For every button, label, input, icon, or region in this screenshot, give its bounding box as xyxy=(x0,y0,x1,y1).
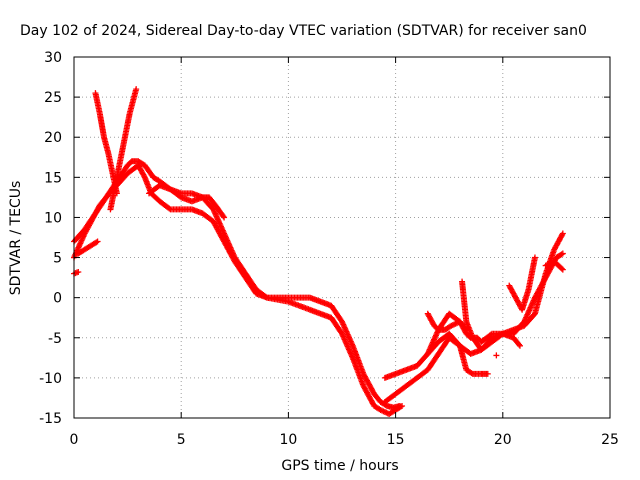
y-axis-label: SDTVAR / TECUs xyxy=(8,181,24,296)
data-point xyxy=(516,342,523,349)
data-point xyxy=(558,251,565,258)
data-point xyxy=(484,370,491,377)
x-tick-label: 15 xyxy=(387,432,405,448)
data-point xyxy=(559,231,566,238)
series-track-5 xyxy=(75,238,101,257)
x-tick-label: 0 xyxy=(70,432,79,448)
data-point xyxy=(399,402,406,409)
data-point xyxy=(166,205,173,212)
data-point xyxy=(468,370,475,377)
y-tick-label: 5 xyxy=(53,251,62,267)
data-point xyxy=(516,341,523,348)
x-tick-label: 25 xyxy=(601,432,619,448)
y-tick-label: -5 xyxy=(48,331,62,347)
data-point xyxy=(221,214,228,221)
data-point xyxy=(75,268,82,275)
grid-lines xyxy=(74,57,610,418)
axis-ticks: 0 5 10 15 20 25 -15 -10 -5 0 5 10 15 20 25 30 xyxy=(39,50,619,448)
y-tick-label: -15 xyxy=(39,411,62,427)
series-track-10 xyxy=(424,330,491,377)
data-point xyxy=(133,86,140,93)
x-tick-label: 5 xyxy=(177,432,186,448)
plot-frame xyxy=(73,56,611,419)
series-track-14 xyxy=(493,352,500,359)
series-track-15 xyxy=(542,258,566,273)
data-point xyxy=(558,265,565,272)
data-points xyxy=(71,86,566,417)
y-tick-label: -10 xyxy=(39,371,62,387)
y-tick-label: 0 xyxy=(53,291,62,307)
series-track-7 xyxy=(107,86,140,213)
data-point xyxy=(559,250,566,257)
x-tick-label: 10 xyxy=(279,432,297,448)
data-point xyxy=(493,352,500,359)
y-tick-label: 10 xyxy=(44,210,62,226)
y-tick-label: 15 xyxy=(44,170,62,186)
data-point xyxy=(531,254,538,261)
chart-title: Day 102 of 2024, Sidereal Day-to-day VTE… xyxy=(20,23,587,39)
data-point xyxy=(559,230,566,237)
y-tick-label: 30 xyxy=(44,50,62,66)
series-track-3 xyxy=(146,182,228,221)
data-point xyxy=(220,213,227,220)
series-track-2 xyxy=(71,162,406,417)
data-point xyxy=(93,239,100,246)
x-tick-label: 20 xyxy=(494,432,512,448)
data-point xyxy=(397,403,404,410)
data-point xyxy=(94,238,101,245)
y-tick-label: 25 xyxy=(44,90,62,106)
series-track-12 xyxy=(459,230,566,353)
data-point xyxy=(559,266,566,273)
series-track-13 xyxy=(506,254,538,313)
y-tick-label: 20 xyxy=(44,130,62,146)
x-axis-label: GPS time / hours xyxy=(281,458,398,474)
data-point xyxy=(141,172,148,179)
